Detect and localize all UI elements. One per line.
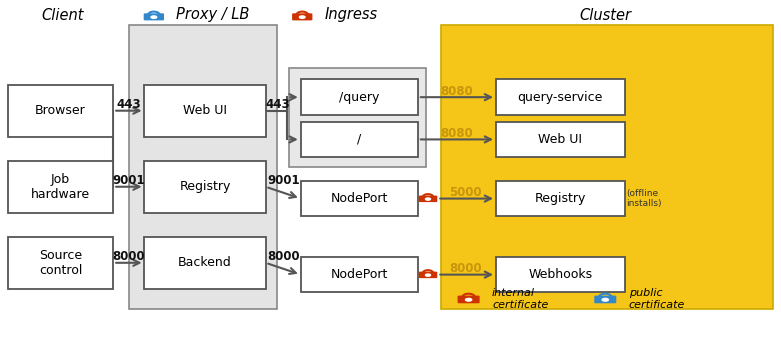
Circle shape [299, 16, 305, 18]
FancyBboxPatch shape [292, 13, 312, 20]
Text: Registry: Registry [535, 192, 586, 205]
Text: Browser: Browser [35, 104, 86, 117]
Text: 5000: 5000 [449, 186, 482, 199]
Text: Ingress: Ingress [324, 7, 377, 22]
Circle shape [465, 298, 472, 301]
Text: 9001: 9001 [112, 174, 145, 187]
FancyBboxPatch shape [301, 122, 418, 157]
FancyBboxPatch shape [496, 122, 625, 157]
Text: /: / [357, 133, 362, 146]
FancyBboxPatch shape [594, 296, 616, 303]
FancyBboxPatch shape [301, 79, 418, 115]
FancyBboxPatch shape [301, 257, 418, 292]
FancyBboxPatch shape [8, 237, 113, 289]
Text: Webhooks: Webhooks [528, 268, 593, 281]
FancyBboxPatch shape [289, 68, 426, 167]
FancyBboxPatch shape [496, 79, 625, 115]
Text: public
certificate: public certificate [629, 288, 685, 310]
Text: 443: 443 [116, 98, 141, 111]
Text: (offline
installs): (offline installs) [626, 189, 662, 209]
FancyBboxPatch shape [144, 237, 266, 289]
FancyBboxPatch shape [458, 296, 480, 303]
FancyBboxPatch shape [441, 25, 773, 309]
Text: Web UI: Web UI [538, 133, 583, 146]
Text: Cluster: Cluster [580, 8, 631, 23]
Circle shape [602, 298, 608, 301]
Text: NodePort: NodePort [330, 268, 388, 281]
Text: Registry: Registry [180, 180, 230, 193]
Circle shape [151, 16, 157, 18]
FancyBboxPatch shape [144, 84, 266, 137]
FancyBboxPatch shape [8, 161, 113, 213]
Text: Web UI: Web UI [183, 104, 227, 117]
FancyBboxPatch shape [496, 181, 625, 216]
Text: /query: /query [339, 91, 380, 104]
FancyBboxPatch shape [301, 181, 418, 216]
Text: Source
control: Source control [39, 249, 82, 277]
Text: 8000: 8000 [449, 262, 482, 275]
Text: Job
hardware: Job hardware [31, 173, 90, 201]
Text: 8080: 8080 [440, 84, 473, 98]
FancyBboxPatch shape [129, 25, 277, 309]
FancyBboxPatch shape [144, 13, 164, 20]
Text: Proxy / LB: Proxy / LB [176, 7, 249, 22]
FancyBboxPatch shape [419, 196, 437, 202]
Text: 443: 443 [266, 98, 291, 111]
Text: internal
certificate: internal certificate [492, 288, 548, 310]
Text: 8000: 8000 [267, 250, 300, 263]
Text: 9001: 9001 [267, 174, 300, 187]
Circle shape [426, 198, 430, 200]
Text: Client: Client [41, 8, 84, 23]
Text: NodePort: NodePort [330, 192, 388, 205]
FancyBboxPatch shape [419, 272, 437, 278]
FancyBboxPatch shape [144, 161, 266, 213]
FancyBboxPatch shape [8, 84, 113, 137]
Circle shape [426, 274, 430, 276]
Text: query-service: query-service [518, 91, 603, 104]
Text: 8000: 8000 [112, 250, 145, 263]
FancyBboxPatch shape [496, 257, 625, 292]
Text: 8080: 8080 [440, 127, 473, 140]
Text: Backend: Backend [178, 256, 232, 269]
